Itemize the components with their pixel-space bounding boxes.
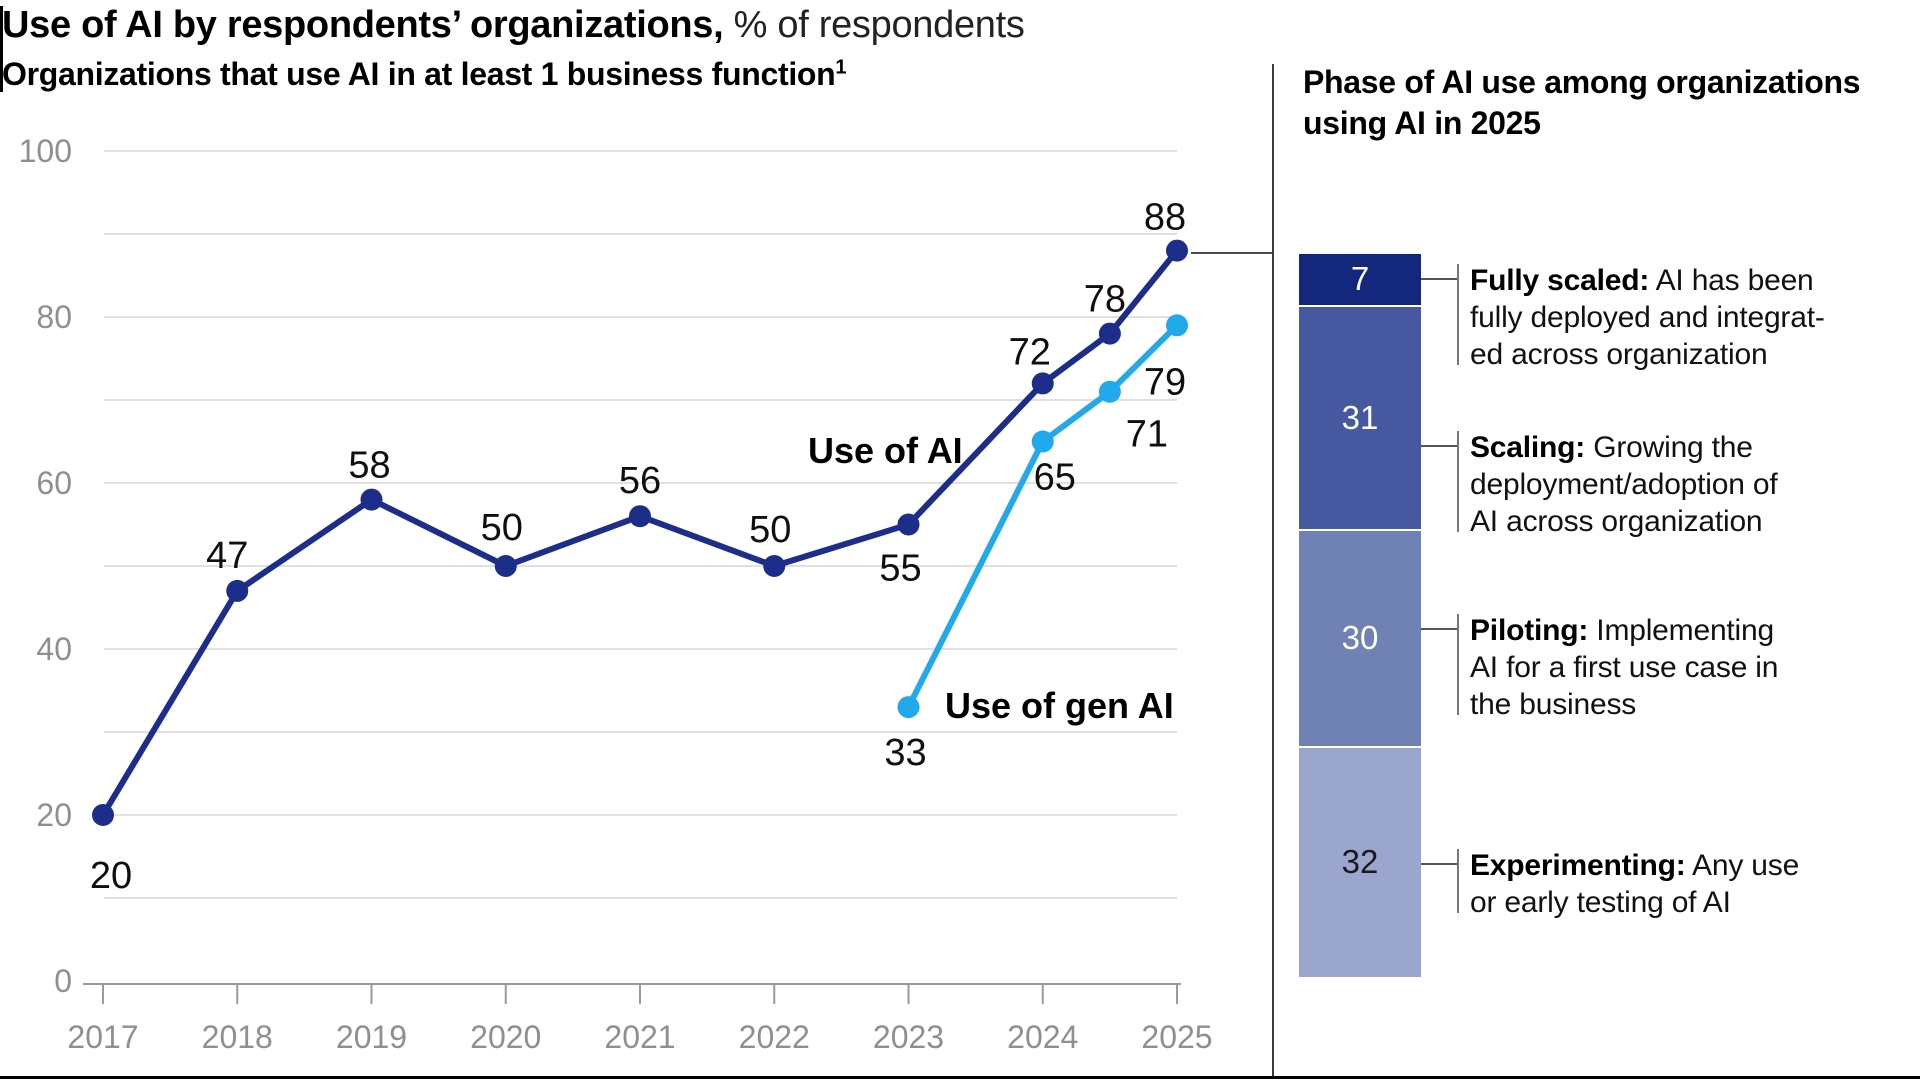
callout-connector-line: [1421, 628, 1458, 630]
data-point-label: 56: [619, 460, 661, 502]
x-tick-label: 2020: [470, 1019, 541, 1055]
data-point: [1166, 239, 1188, 262]
series-use-of-gen-ai: 33 65 71 79 Use of gen AI: [884, 314, 1188, 774]
bar-segment-value: 32: [1341, 843, 1379, 881]
data-point-label: 20: [90, 855, 132, 897]
bar-segment-experimenting: 32: [1299, 745, 1421, 977]
data-point-label: 50: [749, 509, 791, 551]
callout-bracket-line: [1457, 431, 1459, 532]
phase-panel-title: Phase of AI use among organizations usin…: [1303, 64, 1861, 141]
left-border-rule: [0, 6, 3, 92]
data-point-label: 58: [348, 445, 390, 487]
x-tick-label: 2017: [67, 1019, 138, 1055]
x-axis: 2017 2018 2019 2020 2021 2022 2023 2024 2025: [67, 983, 1213, 1055]
callout-text-experimenting: Experimenting: Any use or early testing o…: [1470, 849, 1800, 919]
data-point: [92, 804, 114, 826]
callout-bracket-line: [1457, 849, 1459, 913]
point-to-bar-connector-line: [1191, 252, 1272, 254]
callout-bracket-line: [1457, 614, 1459, 715]
callout-text-scaling: Scaling: Growing the deployment/adoption …: [1470, 431, 1778, 538]
data-point: [1166, 314, 1188, 337]
series-name-label: Use of AI: [808, 430, 963, 471]
data-point: [629, 505, 651, 528]
data-point-label: 79: [1144, 361, 1186, 403]
callout-connector-line: [1421, 863, 1458, 865]
callout-connector-line: [1421, 445, 1458, 447]
y-tick-label: 80: [36, 299, 72, 335]
bar-segment-piloting: 30: [1299, 528, 1421, 746]
y-tick-label: 0: [54, 963, 72, 999]
data-point-label: 33: [884, 732, 926, 774]
bar-segment-fullyscaled: 7: [1299, 254, 1421, 305]
x-tick-label: 2021: [604, 1019, 675, 1055]
gridlines: [104, 150, 1177, 899]
callout-bracket-line: [1457, 264, 1459, 365]
callout-term: Fully scaled:: [1470, 264, 1650, 297]
data-point-label: 47: [206, 535, 248, 577]
series-line: [100, 247, 1180, 818]
callout-term: Experimenting:: [1470, 849, 1686, 882]
callout-term: Piloting:: [1470, 614, 1589, 647]
data-point: [360, 488, 383, 511]
data-point-label: 78: [1084, 279, 1126, 321]
data-point-label: 65: [1034, 457, 1076, 499]
data-point: [494, 555, 517, 577]
title-unit-text: % of respondents: [723, 4, 1025, 46]
x-tick-label: 2024: [1007, 1019, 1078, 1055]
data-point: [226, 579, 249, 602]
data-point: [1098, 380, 1121, 403]
data-point-label: 50: [481, 507, 523, 549]
title-bold-text: Use of AI by respondents’ organizations,: [2, 4, 724, 46]
panel-divider: [1272, 64, 1274, 1076]
line-chart: 2017 2018 2019 2020 2021 2022 2023 2024 2025 0 20 4…: [19, 133, 1213, 1055]
data-point-label: 55: [879, 548, 921, 590]
series-use-of-ai: 20 47 58 50 56 50 55 72 78 88 Use of AI: [90, 197, 1188, 897]
bar-segment-value: 7: [1350, 260, 1370, 298]
x-tick-label: 2019: [336, 1019, 407, 1055]
x-tick-label: 2025: [1141, 1019, 1212, 1055]
bar-segment-value: 30: [1341, 619, 1379, 657]
chart-subtitle-text: Organizations that use AI in at least 1 …: [2, 56, 836, 92]
bottom-border-rule: [0, 1076, 1920, 1079]
callout-term: Scaling:: [1470, 431, 1586, 464]
page-title: Use of AI by respondents’ organizations,…: [2, 4, 1025, 47]
footnote-marker: 1: [835, 56, 847, 79]
callout-text-fullyscaled: Fully scaled: AI has been fully deployed …: [1470, 264, 1825, 371]
bar-segment-scaling: 31: [1299, 304, 1421, 529]
callout-text-piloting: Piloting: Implementing AI for a first use…: [1470, 614, 1779, 721]
x-tick-label: 2023: [873, 1019, 944, 1055]
data-point-label: 71: [1126, 414, 1168, 456]
x-tick-label: 2018: [202, 1019, 273, 1055]
data-point: [897, 696, 920, 719]
data-point: [1031, 430, 1054, 453]
callout-connector-line: [1421, 278, 1458, 280]
y-tick-label: 20: [36, 797, 72, 833]
data-point: [897, 513, 920, 536]
chart-subtitle: Organizations that use AI in at least 1 …: [2, 56, 847, 93]
data-point: [1098, 322, 1121, 345]
y-tick-label: 100: [19, 133, 72, 169]
data-point: [1031, 372, 1054, 395]
y-axis: 0 20 40 60 80 100: [19, 133, 72, 999]
bar-segment-value: 31: [1341, 398, 1379, 436]
data-point-label: 72: [1009, 331, 1051, 373]
x-tick-label: 2022: [739, 1019, 810, 1055]
series-name-label: Use of gen AI: [945, 685, 1174, 726]
data-point-label: 88: [1144, 197, 1186, 239]
y-tick-label: 60: [36, 465, 72, 501]
data-point: [763, 555, 786, 577]
y-tick-label: 40: [36, 631, 72, 667]
series-line: [905, 322, 1180, 711]
